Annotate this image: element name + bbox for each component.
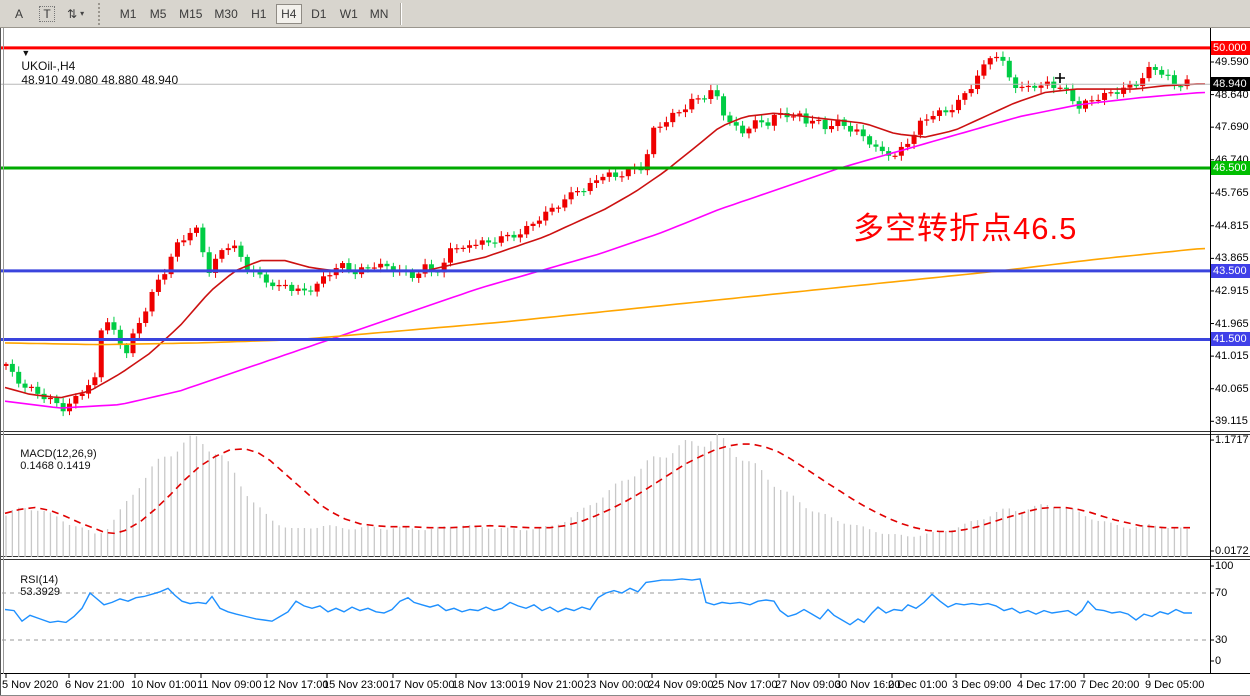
time-tick-label: 10 Nov 01:00 [131,679,197,691]
text-tool-icon: T [39,5,55,22]
timeframe-button-w1[interactable]: W1 [336,4,362,24]
time-tick-label: 30 Nov 16:00 [835,679,901,691]
time-tick-label: 2 Dec 01:00 [888,679,948,691]
price-tag-50.000: 50.000 [1211,40,1250,55]
rsi-label: RSI(14) 53.3929 [8,562,60,610]
time-tick-label: 17 Nov 05:00 [389,679,455,691]
annotation-text: 多空转折点46.5 [853,211,1078,246]
price-tick-label: 49.590 [1215,56,1249,68]
time-tick-label: 9 Dec 05:00 [1145,679,1205,691]
toolbar: A T ⇅ ▾ M1 M5 M15 M30 H1 H4 D1 W1 MN [0,0,1250,28]
rsi-axis-label: 100 [1215,560,1234,572]
time-tick-label: 4 Dec 17:00 [1017,679,1077,691]
time-tick-label: 5 Nov 2020 [2,679,59,691]
time-tick-label: 18 Nov 13:00 [452,679,518,691]
time-tick-label: 27 Nov 09:00 [775,679,841,691]
price-tick-label: 44.815 [1215,219,1249,232]
time-tick-label: 19 Nov 21:00 [518,679,584,691]
macd-name: MACD(12,26,9) [20,448,97,460]
arrows-objects-button[interactable]: ⇅ ▾ [62,3,89,25]
price-tick-label: 39.115 [1215,415,1248,428]
time-tick-label: 15 Nov 23:00 [323,679,389,691]
macd-values: 0.1468 0.1419 [20,460,91,472]
timeframe-button-d1[interactable]: D1 [306,4,332,24]
timeframe-group: M1 M5 M15 M30 H1 H4 D1 W1 MN [113,3,394,24]
toolbar-grip[interactable] [98,2,107,25]
price-tag-48.940: 48.940 [1211,77,1250,92]
time-tick-label: 3 Dec 09:00 [952,679,1012,691]
price-tick-label: 42.915 [1215,284,1249,297]
rsi-name: RSI(14) [20,574,59,586]
symbol-label: UKOil-,H4 [21,59,76,73]
toolbar-separator [400,2,403,25]
timeframe-button-m15[interactable]: M15 [175,4,206,24]
price-tag-41.500: 41.500 [1211,332,1250,347]
rsi-axis-label: 0 [1215,655,1222,667]
collapse-caret-icon[interactable]: ▼ [21,48,31,58]
timeframe-button-m5[interactable]: M5 [145,4,171,24]
chart-canvas[interactable] [0,28,1250,696]
price-tick-label: 43.865 [1215,252,1249,265]
timeframe-button-m30[interactable]: M30 [210,4,241,24]
macd-axis-label: 0.0172 [1215,545,1249,557]
timeframe-button-h1[interactable]: H1 [246,4,272,24]
time-tick-label: 6 Nov 21:00 [65,679,125,691]
timeframe-button-m1[interactable]: M1 [115,4,141,24]
time-tick-label: 11 Nov 09:00 [197,679,262,691]
macd-axis-label: 1.1717 [1215,434,1249,447]
price-tick-label: 47.690 [1215,121,1249,134]
time-tick-label: 7 Dec 20:00 [1080,679,1140,691]
price-tag-43.500: 43.500 [1211,263,1250,278]
arrows-icon: ⇅ [67,6,78,21]
ohlc-values: 48.910 49.080 48.880 48.940 [21,73,179,87]
price-tick-label: 40.065 [1215,382,1249,395]
chart-title: ▼ UKOil-,H4 48.910 49.080 48.880 48.940 [8,31,178,101]
time-tick-label: 25 Nov 17:00 [712,679,778,691]
price-tick-label: 48.640 [1215,88,1249,101]
price-tick-label: 41.015 [1215,350,1249,363]
arrow-tool-button[interactable]: A [6,3,32,25]
rsi-axis-label: 30 [1215,634,1228,646]
text-tool-button[interactable]: T [34,3,60,25]
timeframe-button-mn[interactable]: MN [366,4,393,24]
macd-label: MACD(12,26,9) 0.1468 0.1419 [8,436,97,484]
time-tick-label: 24 Nov 09:00 [648,679,714,691]
chart-window: ▼ UKOil-,H4 48.910 49.080 48.880 48.940 … [0,28,1250,696]
price-tag-46.500: 46.500 [1211,160,1250,175]
time-tick-label: 12 Nov 17:00 [263,679,329,691]
price-tick-label: 41.965 [1215,317,1249,330]
rsi-axis-label: 70 [1215,587,1228,599]
rsi-value: 53.3929 [20,586,60,598]
time-tick-label: 23 Nov 00:00 [584,679,650,691]
chevron-down-icon: ▾ [80,9,85,18]
timeframe-button-h4[interactable]: H4 [275,3,302,24]
price-tick-label: 45.765 [1215,187,1249,200]
